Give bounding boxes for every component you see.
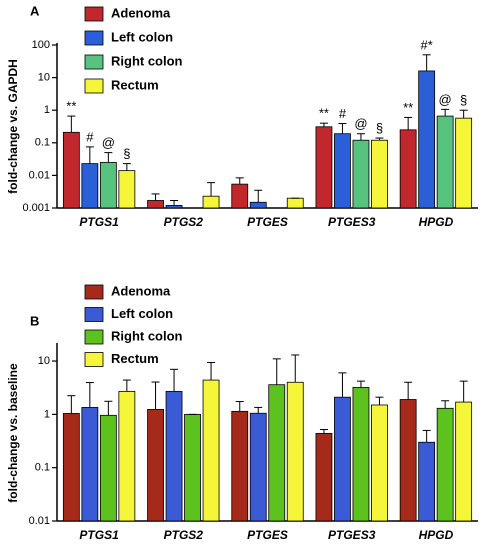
bar <box>99 162 117 209</box>
bar <box>418 441 436 522</box>
legend-swatch <box>84 30 104 46</box>
bar <box>371 404 388 522</box>
bar <box>249 412 267 522</box>
y-tick-label: 10 <box>38 72 50 84</box>
bar <box>231 183 249 209</box>
x-tick-label: PTGS1 <box>79 528 119 542</box>
bar <box>202 195 220 209</box>
x-tick-label: PTGS2 <box>164 528 204 542</box>
legend-swatch <box>84 54 104 70</box>
bar <box>62 131 80 209</box>
annotation: # <box>339 106 347 121</box>
annotation: # <box>86 129 94 144</box>
panel-label: A <box>30 3 40 18</box>
legend-swatch <box>84 352 104 367</box>
bar <box>165 205 183 209</box>
y-tick-label: 0.001 <box>22 202 50 214</box>
annotation: @ <box>439 92 452 107</box>
x-tick-label: HPGD <box>419 528 454 542</box>
bar <box>455 401 473 522</box>
annotation: ** <box>66 99 76 114</box>
legend-label: Left colon <box>111 306 173 321</box>
bar <box>249 201 267 209</box>
y-axis-label: fold-change vs. GAPDH <box>6 59 20 194</box>
bar <box>81 407 99 522</box>
y-tick-label: 0.1 <box>35 462 50 474</box>
bar <box>315 432 333 522</box>
bar <box>202 379 220 522</box>
annotation: § <box>123 146 130 161</box>
annotation: ** <box>403 100 413 115</box>
bar <box>147 408 164 522</box>
annotation: ** <box>319 106 329 121</box>
y-tick-label: 1 <box>44 104 50 116</box>
bar <box>352 139 370 209</box>
bar <box>334 133 351 209</box>
x-tick-label: HPGD <box>419 215 454 229</box>
bar <box>399 129 417 209</box>
y-axis-label: fold-change vs. baseline <box>6 363 20 503</box>
bar <box>62 413 80 522</box>
y-tick-label: 0.01 <box>29 169 50 181</box>
bar <box>118 390 136 522</box>
x-tick-label: PTGES <box>247 528 288 542</box>
annotation: #* <box>421 37 433 52</box>
bar <box>418 70 436 209</box>
bar <box>455 117 473 209</box>
annotation: § <box>376 120 383 135</box>
legend-label: Right colon <box>111 328 183 343</box>
x-tick-label: PTGES3 <box>328 528 376 542</box>
bar <box>334 396 351 522</box>
bar <box>286 197 304 209</box>
legend-swatch <box>84 6 104 22</box>
bar <box>184 413 201 522</box>
legend-swatch <box>84 307 104 322</box>
legend-swatch <box>84 329 104 345</box>
legend-label: Adenoma <box>111 5 171 20</box>
x-tick-label: PTGS2 <box>164 215 204 229</box>
legend-label: Adenoma <box>111 283 171 298</box>
y-tick-label: 0.01 <box>29 515 50 527</box>
x-tick-label: PTGES <box>247 215 288 229</box>
bar <box>436 407 454 522</box>
bar <box>99 414 117 522</box>
legend-label: Right colon <box>111 53 183 68</box>
legend-swatch <box>84 78 104 94</box>
bar <box>371 139 388 209</box>
legend-label: Left colon <box>111 29 173 44</box>
y-tick-label: 100 <box>32 39 50 51</box>
bar <box>147 200 164 209</box>
legend-swatch <box>84 284 104 300</box>
bar <box>165 390 183 522</box>
annotation: § <box>460 93 467 108</box>
legend-label: Rectum <box>111 351 159 366</box>
panel-label: B <box>30 313 39 328</box>
bar <box>315 126 333 209</box>
bar <box>231 410 249 522</box>
y-tick-label: 0.1 <box>35 137 50 149</box>
bar <box>436 115 454 209</box>
y-tick-label: 1 <box>44 408 50 420</box>
bar <box>286 381 304 522</box>
y-tick-label: 10 <box>38 355 50 367</box>
bar <box>352 387 370 522</box>
annotation: @ <box>102 135 115 150</box>
bar <box>268 384 286 522</box>
bar <box>118 170 136 209</box>
annotation: @ <box>354 116 367 131</box>
x-tick-label: PTGS1 <box>79 215 119 229</box>
x-tick-label: PTGES3 <box>328 215 376 229</box>
bar <box>81 163 99 209</box>
legend-label: Rectum <box>111 77 159 92</box>
bar <box>399 399 417 522</box>
